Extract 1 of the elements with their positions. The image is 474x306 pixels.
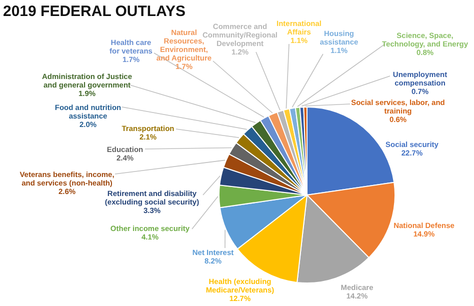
chart-title: 2019 FEDERAL OUTLAYS	[3, 3, 186, 20]
